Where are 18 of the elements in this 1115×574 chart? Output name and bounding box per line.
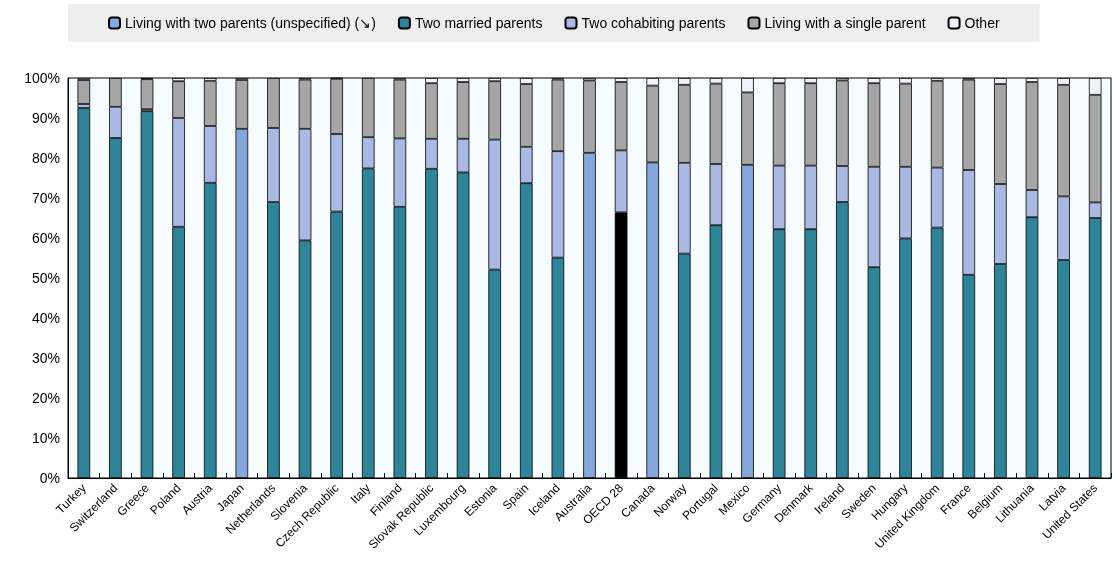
y-tick-label: 90% [31,110,60,126]
y-tick-label: 80% [31,150,60,166]
legend-label: Two cohabiting parents [581,15,726,31]
legend-label: Other [964,15,1000,31]
y-tick-label: 30% [31,350,60,366]
y-tick-label: 100% [24,70,60,86]
legend-label: Living with two parents (unspecified) (↘) [125,15,376,31]
y-tick-label: 70% [31,190,60,206]
y-tick-label: 20% [31,390,60,406]
y-tick-label: 60% [31,230,60,246]
y-tick-label: 50% [31,270,60,286]
y-tick-label: 0% [39,470,60,486]
x-tick-label: Italy [347,481,374,507]
legend-label: Two married parents [414,15,543,31]
legend-label: Living with a single parent [764,15,926,31]
y-tick-label: 10% [31,430,60,446]
y-tick-label: 40% [31,310,60,326]
bar [77,80,91,104]
